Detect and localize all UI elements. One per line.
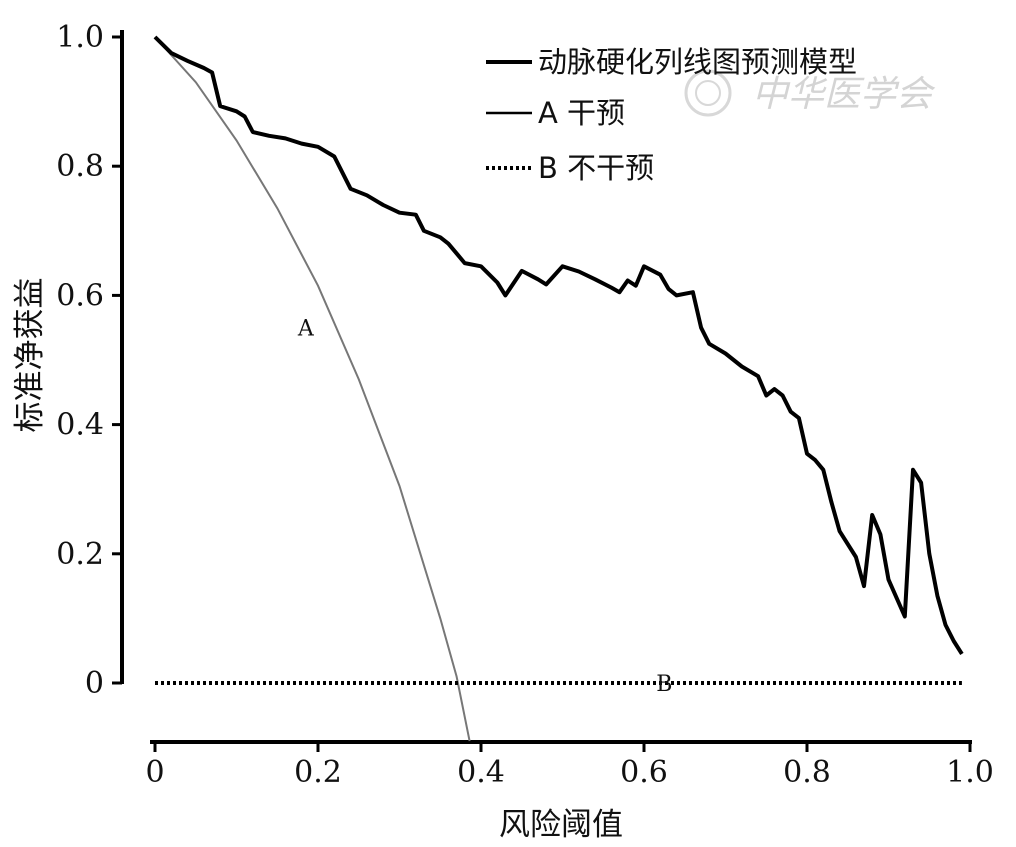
legend: 动脉硬化列线图预测模型 A 干预 B 不干预: [486, 45, 857, 185]
society-seal-inner-icon: [695, 80, 721, 106]
y-tick-label: 0.4: [56, 408, 104, 443]
series-treat-all-line: [154, 36, 471, 742]
x-tick-label: 0.8: [783, 755, 831, 790]
y-tick-label: 0.2: [56, 537, 104, 572]
x-tick-label: 0.2: [294, 755, 342, 790]
x-tick-label: 0: [145, 755, 164, 790]
y-tick-label: 0: [85, 666, 104, 701]
watermark-text: 中华医学会: [752, 74, 936, 115]
curve-label-a: A: [297, 317, 315, 342]
y-tick-label: 0.8: [56, 149, 104, 184]
legend-label-nomogram: 动脉硬化列线图预测模型: [538, 45, 857, 79]
series-nomogram-line: [153, 35, 964, 655]
x-tick-label: 0.4: [457, 755, 505, 790]
watermark: 中华医学会: [684, 69, 936, 117]
annotations: AB: [297, 317, 673, 697]
series-layer: [153, 35, 964, 742]
society-seal-icon: [684, 69, 732, 117]
y-tick-label: 0.6: [56, 278, 104, 313]
legend-label-treat-all: A 干预: [538, 96, 625, 130]
y-tick-label: 1.0: [56, 20, 104, 55]
x-tick-label: 1.0: [946, 755, 994, 790]
x-ticks: 0 0.2 0.4 0.6 0.8 1.0: [145, 742, 994, 790]
legend-label-treat-none: B 不干预: [538, 151, 654, 185]
x-tick-label: 0.6: [620, 755, 668, 790]
y-ticks: 0 0.2 0.4 0.6 0.8 1.0: [56, 20, 122, 701]
y-axis-title: 标准净获益: [12, 278, 48, 433]
curve-label-b: B: [656, 672, 672, 697]
x-axis-title: 风险阈值: [499, 807, 623, 843]
